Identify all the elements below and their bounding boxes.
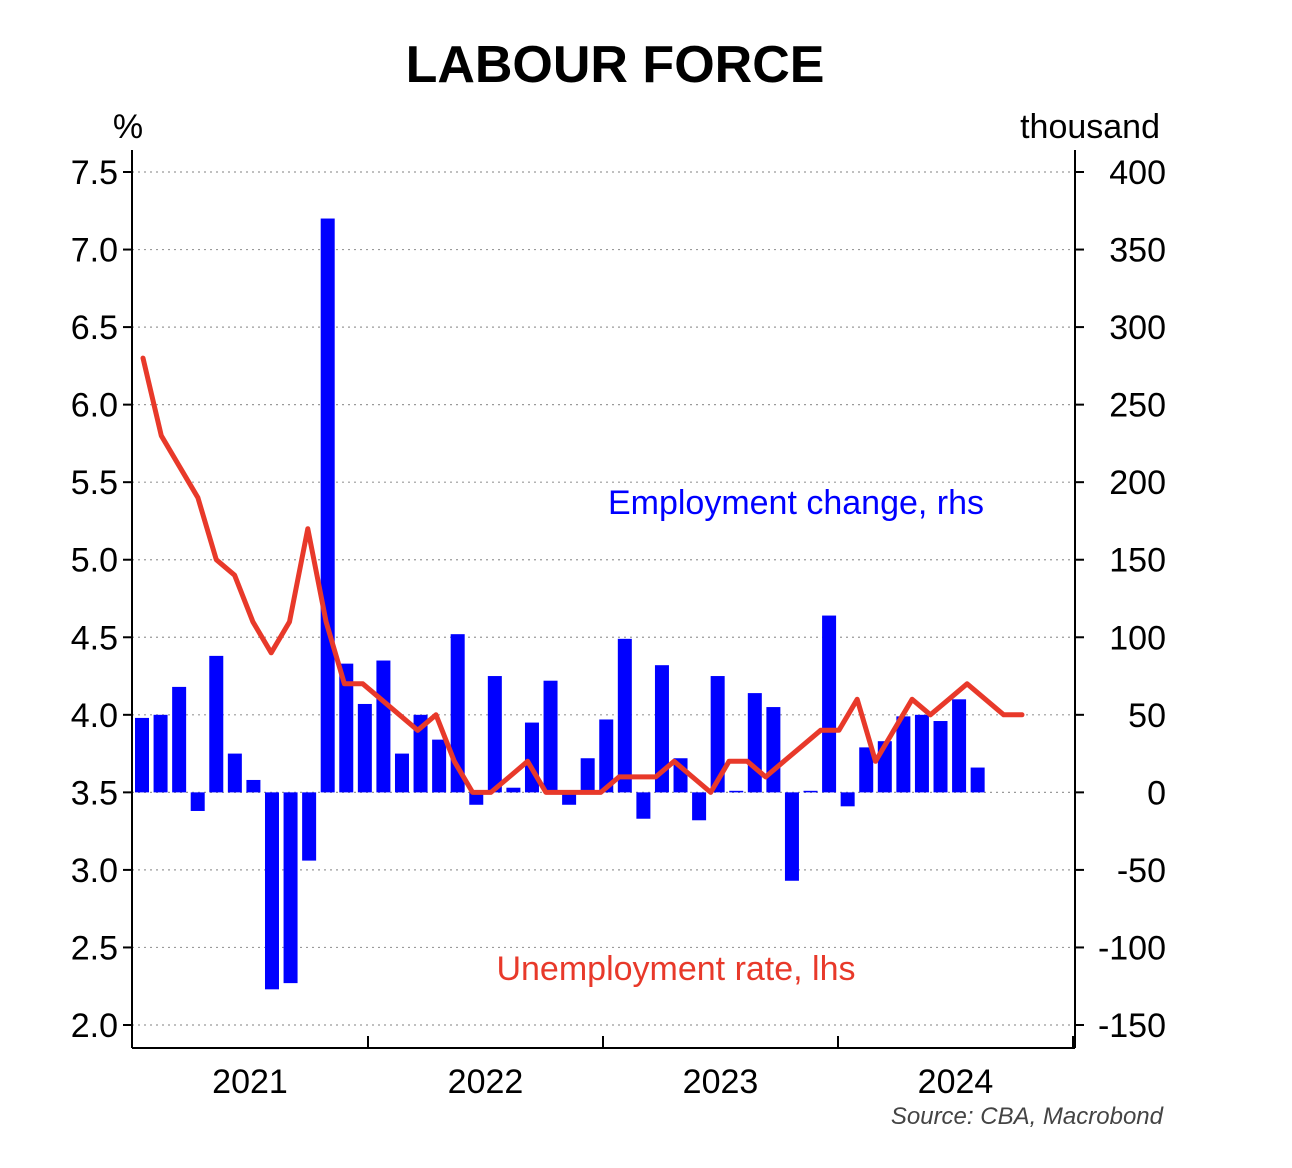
left-axis-tick-labels: 7.5 7.0 6.5 6.0 5.5 5.0 4.5 4.0 3.5 3.0 2.5 2.0: [71, 154, 118, 1045]
axes: [123, 150, 1084, 1049]
right-tick-label: 350: [1109, 232, 1166, 270]
unemployment-line: [140, 355, 1025, 795]
right-tick-label: -50: [1117, 852, 1166, 890]
left-tick-label: 5.0: [71, 542, 118, 580]
employment-bar: [747, 693, 762, 793]
employment-bar: [376, 660, 391, 793]
right-tick-label: -150: [1098, 1007, 1166, 1045]
employment-bar: [506, 787, 521, 793]
employment-bar: [153, 714, 168, 793]
employment-bar: [710, 676, 725, 793]
employment-bar: [394, 753, 409, 793]
employment-bar: [543, 680, 558, 793]
employment-bar: [450, 634, 465, 793]
employment-bar: [357, 703, 372, 793]
employment-bar: [135, 717, 149, 793]
employment-bar: [209, 655, 224, 793]
employment-bar: [914, 714, 929, 793]
right-tick-label: -100: [1098, 929, 1166, 967]
employment-bar: [599, 719, 614, 793]
employment-bar: [246, 779, 261, 793]
employment-bars: [135, 218, 985, 990]
employment-bar: [970, 767, 985, 793]
left-axis-unit: %: [113, 108, 143, 146]
employment-bar: [933, 721, 948, 793]
employment-bar: [952, 699, 967, 793]
right-tick-label: 300: [1109, 309, 1166, 347]
x-tick-label: 2022: [448, 1063, 524, 1101]
left-tick-label: 5.5: [71, 464, 118, 502]
left-tick-label: 2.5: [71, 929, 118, 967]
employment-bar: [784, 792, 799, 881]
employment-bar: [320, 218, 335, 793]
left-tick-label: 6.5: [71, 309, 118, 347]
left-tick-label: 4.5: [71, 619, 118, 657]
employment-bar: [172, 686, 187, 793]
employment-bar: [617, 638, 632, 793]
x-tick-label: 2021: [212, 1063, 288, 1101]
right-axis-tick-labels: 400 350 300 250 200 150 100 50 0 -50 -100 -150: [1098, 154, 1166, 1045]
x-axis-tick-labels: 2021 2022 2023 2024: [212, 1063, 993, 1101]
right-tick-label: 0: [1147, 774, 1166, 812]
employment-bar: [822, 615, 837, 793]
employment-bar: [654, 665, 669, 793]
unemployment-series-label: Unemployment rate, lhs: [496, 950, 855, 988]
employment-bar: [469, 792, 484, 805]
unemployment-line-group: [140, 355, 1025, 795]
employment-bar: [264, 792, 279, 990]
right-tick-label: 250: [1109, 387, 1166, 425]
left-tick-label: 2.0: [71, 1007, 118, 1045]
employment-bar: [840, 792, 855, 807]
employment-bar: [692, 792, 707, 821]
source-note: Source: CBA, Macrobond: [891, 1103, 1164, 1130]
right-tick-label: 100: [1109, 619, 1166, 657]
right-tick-label: 150: [1109, 542, 1166, 580]
employment-bar: [302, 792, 317, 861]
left-tick-label: 3.5: [71, 774, 118, 812]
employment-bar: [487, 676, 502, 793]
employment-bar: [580, 758, 595, 793]
left-tick-label: 3.0: [71, 852, 118, 890]
employment-bar: [283, 792, 298, 984]
employment-bar: [859, 747, 874, 793]
right-tick-label: 400: [1109, 154, 1166, 192]
chart-title: LABOUR FORCE: [406, 36, 825, 94]
employment-bar: [432, 739, 447, 793]
left-tick-label: 4.0: [71, 697, 118, 735]
left-tick-label: 6.0: [71, 387, 118, 425]
employment-bar: [896, 716, 911, 793]
employment-bar: [339, 663, 354, 793]
right-axis-unit: thousand: [1020, 108, 1160, 146]
employment-bar: [636, 792, 651, 819]
left-tick-label: 7.0: [71, 232, 118, 270]
employment-bar: [562, 792, 577, 805]
employment-series-label: Employment change, rhs: [608, 484, 984, 522]
x-tick-label: 2024: [918, 1063, 994, 1101]
right-tick-label: 200: [1109, 464, 1166, 502]
employment-bar: [190, 792, 205, 811]
right-tick-label: 50: [1128, 697, 1166, 735]
left-tick-label: 7.5: [71, 154, 118, 192]
employment-bar: [729, 790, 744, 793]
employment-bar: [227, 753, 242, 793]
employment-bar: [413, 714, 428, 793]
employment-bar: [803, 790, 818, 793]
x-tick-label: 2023: [683, 1063, 759, 1101]
employment-bar: [766, 707, 781, 793]
